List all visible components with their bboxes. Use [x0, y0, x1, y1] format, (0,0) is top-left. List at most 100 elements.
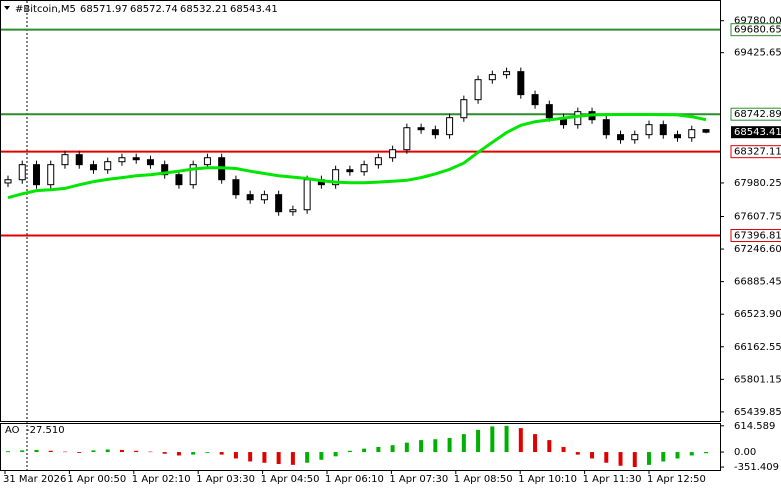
candle-body [146, 159, 154, 166]
price-pane-frame [0, 0, 721, 422]
candle-body [303, 179, 311, 211]
ao-bar [233, 452, 238, 459]
candle-body [488, 74, 496, 81]
candle-body [4, 179, 12, 184]
candle-body [260, 194, 268, 201]
ao-bar [276, 452, 281, 465]
header-value: 68572.74 [130, 4, 178, 15]
level-label-box [730, 229, 781, 243]
candle-body [702, 129, 710, 133]
level-label: 68327.11 [734, 147, 781, 158]
candle-body [360, 164, 368, 173]
candle-body [118, 157, 126, 163]
ao-bar [618, 452, 623, 466]
candle-body [289, 209, 297, 213]
candle-body [659, 124, 667, 136]
ao-bar [419, 440, 424, 453]
candle-body [617, 134, 625, 141]
x-tick-label: 1 Apr 03:30 [196, 474, 255, 485]
y-tick-label: 69425.65 [734, 48, 781, 59]
ao-bar [91, 450, 96, 453]
candle-body [32, 164, 40, 186]
ao-bar [20, 450, 25, 453]
ao-bar [575, 452, 580, 455]
candle-body [460, 99, 468, 119]
candle-body [332, 169, 340, 186]
ao-bar [390, 445, 395, 453]
ao-bar [176, 452, 181, 456]
ao-bar [319, 452, 324, 460]
candle-body [431, 129, 439, 136]
ao-bar [134, 450, 139, 453]
ao-bar [62, 451, 67, 453]
level-label: 68742.89 [734, 109, 781, 120]
ao-bar [404, 442, 409, 453]
x-tick-label: 1 Apr 02:10 [132, 474, 191, 485]
ao-bar [490, 426, 495, 453]
y-tick-label: 67246.60 [734, 244, 781, 255]
candle-body [47, 164, 55, 186]
candle-body [374, 157, 382, 166]
candle-body [688, 129, 696, 139]
ao-y-tick-label: 0.00 [734, 447, 756, 458]
ao-bar [191, 452, 196, 455]
ao-bar [34, 449, 39, 453]
ao-bar [105, 449, 110, 453]
level-label-box [730, 145, 781, 159]
ao-y-tick-label: 614.589 [734, 421, 775, 432]
ao-bar [205, 452, 210, 453]
x-tick-label: 1 Apr 04:50 [261, 474, 320, 485]
x-tick-label: 1 Apr 00:50 [67, 474, 126, 485]
header-value: 68543.41 [230, 4, 278, 15]
x-tick-label: 31 Mar 2026 [3, 474, 66, 485]
candle-body [132, 157, 140, 161]
y-tick-label: 66162.55 [734, 342, 781, 353]
ao-bar [675, 452, 680, 459]
candle-body [645, 124, 653, 136]
ao-bar [632, 452, 637, 468]
ao-bar [262, 452, 267, 463]
candle-body [89, 164, 97, 171]
candle-body [61, 154, 69, 166]
y-tick-label: 66885.45 [734, 277, 781, 288]
candle-body [389, 149, 397, 159]
ao-bar [148, 451, 153, 453]
y-tick-label: 67607.75 [734, 212, 781, 223]
ao-bar [119, 449, 124, 453]
candle-body [175, 174, 183, 186]
ao-bar [661, 452, 666, 462]
candle-body [275, 194, 283, 213]
candle-body [631, 134, 639, 141]
x-tick-label: 1 Apr 11:30 [583, 474, 642, 485]
candle-body [446, 117, 454, 136]
ao-name: AO [5, 425, 20, 436]
candle-body [18, 164, 26, 181]
header-value: 68532.21 [180, 4, 228, 15]
candle-body [403, 127, 411, 151]
chart-title: #Bitcoin,M5 [15, 4, 76, 15]
level-label-box [730, 23, 781, 37]
candle-body [346, 169, 354, 173]
current-price-box [731, 126, 781, 139]
x-tick-label: 1 Apr 08:50 [454, 474, 513, 485]
ao-bar [447, 437, 452, 453]
menu-arrow[interactable] [4, 6, 10, 10]
ao-bar [362, 448, 367, 453]
ao-bar [704, 452, 708, 454]
ao-bar [6, 451, 10, 453]
ao-y-tick-label: -351.409 [734, 462, 779, 473]
ao-bar [518, 428, 523, 453]
ao-bar [561, 446, 566, 453]
candle-body [203, 157, 211, 166]
y-tick-label: 69780.00 [734, 16, 781, 27]
candle-body [417, 127, 425, 131]
y-tick-label: 67980.25 [734, 178, 781, 189]
ao-last-value: -27.510 [26, 425, 65, 436]
ao-bar [248, 452, 253, 462]
candle-body [531, 94, 539, 106]
candle-body [474, 79, 482, 101]
ao-bar [376, 446, 381, 453]
ao-bar [333, 452, 338, 457]
